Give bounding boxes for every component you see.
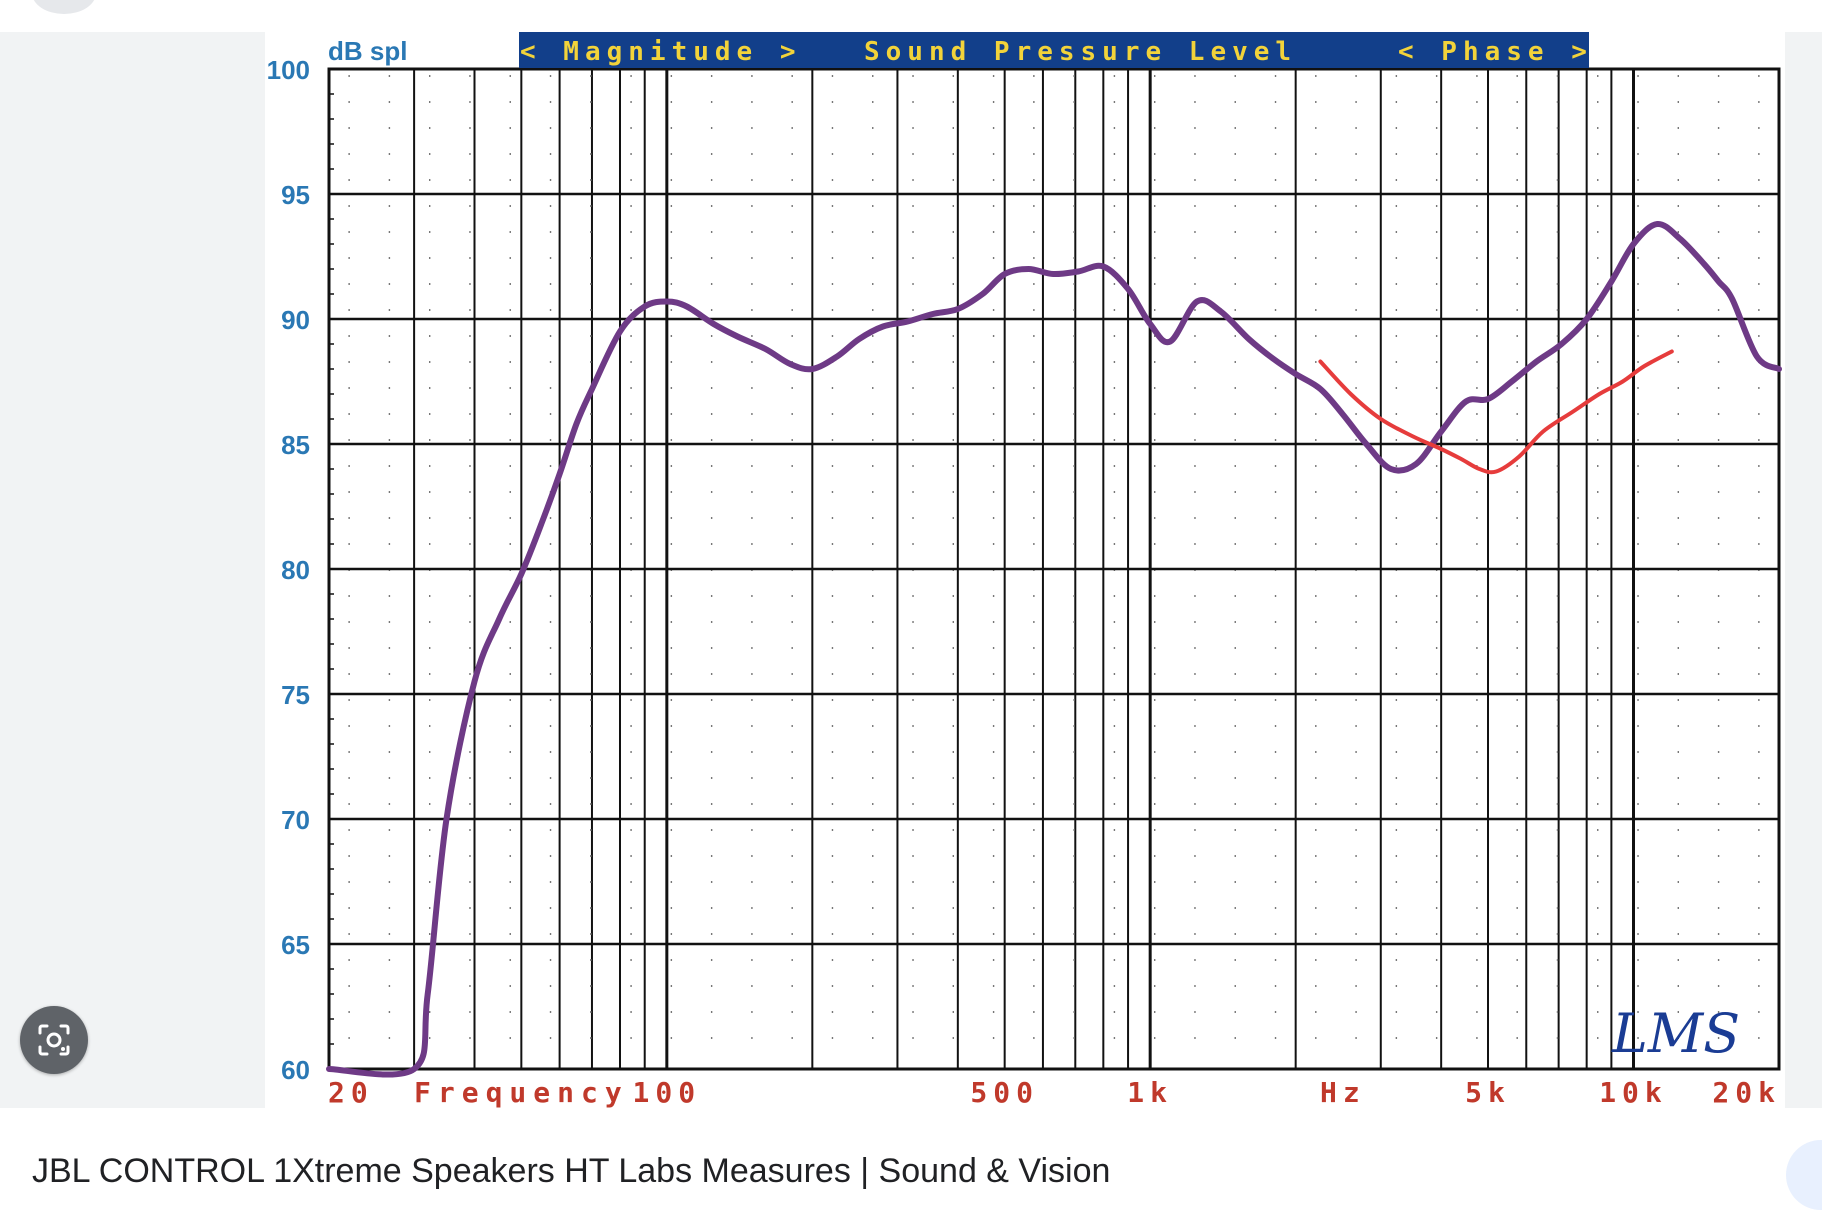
y-tick-label: 80 <box>281 555 310 585</box>
y-tick-label: 70 <box>281 805 310 835</box>
x-tick-label: 500 <box>970 1076 1039 1109</box>
x-tick-label: 100 <box>633 1076 702 1109</box>
y-tick-label: 65 <box>281 930 310 960</box>
header-magnitude-label: < Magnitude > <box>520 37 802 67</box>
frequency-response-line <box>326 221 1782 1078</box>
top-circle-button[interactable] <box>32 0 96 14</box>
google-lens-icon <box>38 1024 70 1056</box>
x-axis-unit-label: Hz <box>1320 1076 1366 1109</box>
chart-header-band <box>519 32 1589 68</box>
x-tick-label: 5k <box>1465 1076 1511 1109</box>
lens-search-button[interactable] <box>20 1006 88 1074</box>
y-tick-label: 95 <box>281 180 310 210</box>
x-axis-label: Frequency <box>414 1076 629 1109</box>
y-tick-label: 75 <box>281 680 310 710</box>
y-tick-label: 85 <box>281 430 310 460</box>
header-phase-label: < Phase > <box>1398 37 1593 67</box>
x-tick-labels: 20 100 500 1k 5k 10k 20k <box>328 1076 1781 1109</box>
x-tick-label: 20k <box>1712 1076 1781 1109</box>
x-tick-label: 20 <box>328 1076 374 1109</box>
x-tick-label: 10k <box>1599 1076 1668 1109</box>
y-tick-label: 90 <box>281 305 310 335</box>
y-tick-label: 100 <box>267 55 310 85</box>
top-strip <box>0 0 1822 32</box>
y-axis-label: dB spl <box>328 36 407 66</box>
y-tick-label: 60 <box>281 1055 310 1085</box>
chart-grid <box>329 69 1779 1069</box>
plot-frame <box>327 67 1781 1071</box>
y-tick-labels: 100 95 90 85 80 75 70 65 60 <box>267 55 310 1085</box>
x-tick-label: 1k <box>1127 1076 1173 1109</box>
red-annotation-stroke <box>1318 349 1674 475</box>
lms-watermark: LMS <box>1611 1002 1740 1065</box>
chart-title: Sound Pressure Level <box>864 37 1297 67</box>
image-caption[interactable]: JBL CONTROL 1Xtreme Speakers HT Labs Mea… <box>32 1152 1111 1190</box>
